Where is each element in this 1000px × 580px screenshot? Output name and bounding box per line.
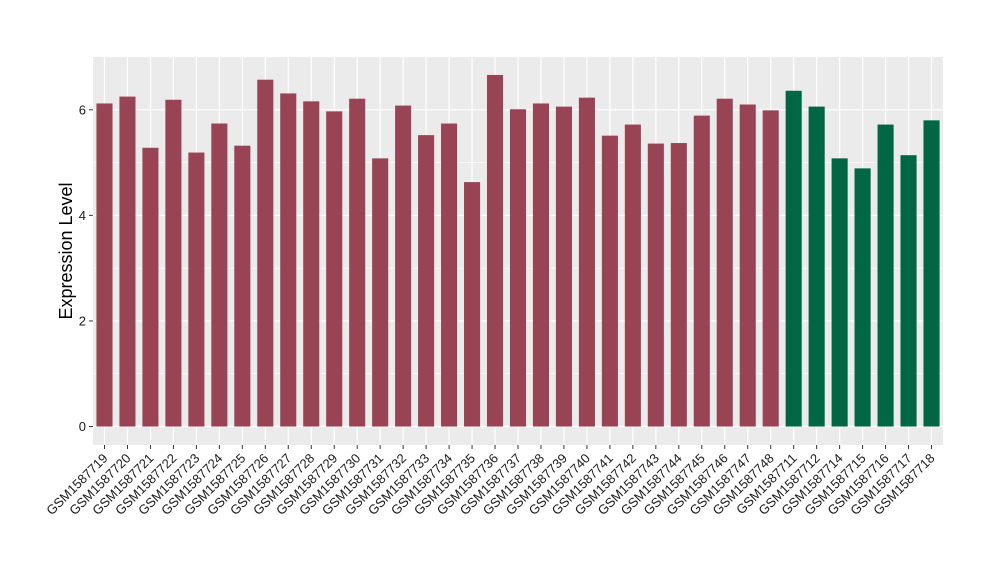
bar-GSM1587721 <box>142 147 159 427</box>
y-axis: 0 2 4 6 <box>79 102 93 434</box>
bar-GSM1587731 <box>372 158 389 427</box>
bar-GSM1587715 <box>854 168 871 427</box>
bar-GSM1587741 <box>601 135 618 427</box>
bar-GSM1587727 <box>280 93 297 427</box>
y-tick-label: 2 <box>79 313 86 328</box>
bar-GSM1587726 <box>257 79 274 427</box>
bar-GSM1587712 <box>808 106 825 427</box>
bar-GSM1587728 <box>303 101 320 427</box>
x-axis: GSM1587719GSM1587720GSM1587721GSM1587722… <box>43 445 938 518</box>
bar-GSM1587745 <box>693 115 710 427</box>
bar-GSM1587732 <box>395 105 412 427</box>
bar-GSM1587716 <box>877 124 894 427</box>
bar-GSM1587730 <box>349 98 366 427</box>
bar-GSM1587722 <box>165 99 182 427</box>
y-tick-label: 6 <box>79 102 86 117</box>
bar-GSM1587748 <box>762 110 779 427</box>
bar-GSM1587743 <box>647 143 664 427</box>
bar-GSM1587740 <box>578 97 595 427</box>
bar-GSM1587733 <box>418 135 435 427</box>
bar-GSM1587734 <box>441 123 458 427</box>
bar-GSM1587718 <box>923 120 940 427</box>
y-tick-label: 0 <box>79 419 86 434</box>
bar-GSM1587717 <box>900 155 917 427</box>
y-tick-label: 4 <box>79 208 86 223</box>
bar-GSM1587719 <box>96 103 113 427</box>
bar-GSM1587711 <box>785 90 802 427</box>
bar-GSM1587729 <box>326 111 343 427</box>
bar-GSM1587747 <box>739 104 756 427</box>
bar-GSM1587725 <box>234 145 251 427</box>
bar-GSM1587714 <box>831 158 848 427</box>
bar-GSM1587736 <box>486 74 504 427</box>
bars <box>96 74 940 427</box>
bar-GSM1587746 <box>716 98 733 427</box>
y-axis-title: Expression Level <box>56 182 76 319</box>
bar-GSM1587720 <box>119 96 136 427</box>
bar-GSM1587724 <box>211 123 228 427</box>
bar-GSM1587738 <box>532 103 550 427</box>
bar-GSM1587723 <box>188 152 205 427</box>
bar-GSM1587737 <box>509 109 527 427</box>
bar-GSM1587742 <box>624 124 641 427</box>
bar-GSM1587739 <box>555 106 572 427</box>
bar-GSM1587744 <box>670 143 687 427</box>
bar-GSM1587735 <box>464 182 481 427</box>
